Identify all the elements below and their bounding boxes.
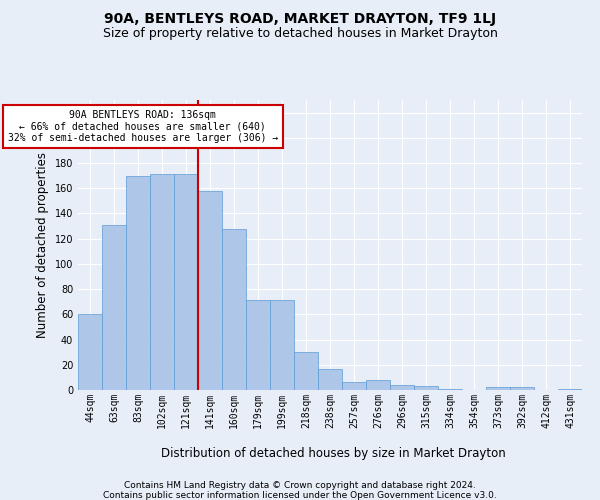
Bar — [150, 174, 174, 390]
Bar — [342, 382, 366, 390]
Bar — [558, 388, 582, 390]
Bar — [294, 352, 318, 390]
Y-axis label: Number of detached properties: Number of detached properties — [36, 152, 49, 338]
Bar — [78, 314, 102, 390]
Bar — [510, 388, 534, 390]
Bar — [126, 176, 150, 390]
Bar — [246, 300, 270, 390]
Bar — [414, 386, 438, 390]
Text: Distribution of detached houses by size in Market Drayton: Distribution of detached houses by size … — [161, 448, 505, 460]
Bar — [438, 388, 462, 390]
Bar — [198, 191, 222, 390]
Bar — [270, 300, 294, 390]
Text: 90A BENTLEYS ROAD: 136sqm
← 66% of detached houses are smaller (640)
32% of semi: 90A BENTLEYS ROAD: 136sqm ← 66% of detac… — [8, 110, 278, 144]
Bar — [102, 225, 126, 390]
Bar — [318, 368, 342, 390]
Text: Contains public sector information licensed under the Open Government Licence v3: Contains public sector information licen… — [103, 491, 497, 500]
Text: Contains HM Land Registry data © Crown copyright and database right 2024.: Contains HM Land Registry data © Crown c… — [124, 481, 476, 490]
Bar — [366, 380, 390, 390]
Bar — [222, 228, 246, 390]
Bar — [390, 385, 414, 390]
Text: 90A, BENTLEYS ROAD, MARKET DRAYTON, TF9 1LJ: 90A, BENTLEYS ROAD, MARKET DRAYTON, TF9 … — [104, 12, 496, 26]
Bar — [486, 388, 510, 390]
Text: Size of property relative to detached houses in Market Drayton: Size of property relative to detached ho… — [103, 28, 497, 40]
Bar — [174, 174, 198, 390]
